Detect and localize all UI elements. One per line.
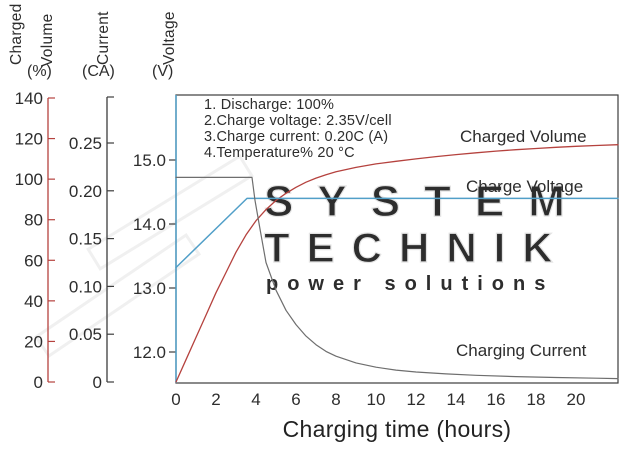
tick-label-x: 18 <box>527 390 546 409</box>
tick-label-voltage: 15.0 <box>133 151 166 170</box>
watermark-line-3: power solutions <box>266 273 554 295</box>
note-line-4: 4.Temperature% 20 °C <box>204 145 355 161</box>
tick-label-x: 8 <box>331 390 340 409</box>
tick-label-current: 0.05 <box>69 325 102 344</box>
tick-label-current: 0.25 <box>69 134 102 153</box>
watermark-line-2: TECHNIK <box>264 224 570 271</box>
tick-label-charged_volume: 140 <box>15 89 43 108</box>
curve-charge-voltage <box>175 197 619 269</box>
tick-label-voltage: 13.0 <box>133 279 166 298</box>
tick-label-current: 0.20 <box>69 182 102 201</box>
tick-label-charged_volume: 80 <box>24 211 43 230</box>
axis-x: 0 2 4 6 8 10 12 14 16 18 20 <box>171 390 585 409</box>
tick-label-x: 14 <box>447 390 466 409</box>
watermark-logo-inner <box>38 158 250 354</box>
tick-label-x: 12 <box>407 390 426 409</box>
x-axis-title: Charging time (hours) <box>282 416 512 442</box>
tick-label-voltage: 12.0 <box>133 343 166 362</box>
tick-label-x: 0 <box>171 390 180 409</box>
tick-label-x: 4 <box>251 390 260 409</box>
tick-label-current: 0.15 <box>69 230 102 249</box>
watermark: SYSTEM TECHNIK power solutions <box>33 154 589 359</box>
tick-label-charged_volume: 60 <box>24 251 43 270</box>
tick-label-charged_volume: 20 <box>24 332 43 351</box>
chart-notes: 1. Discharge: 100% 2.Charge voltage: 2.3… <box>204 97 392 161</box>
tick-label-x: 16 <box>487 390 506 409</box>
curve-label-charged-volume: Charged Volume <box>460 127 587 146</box>
watermark-line-1: SYSTEM <box>264 177 589 226</box>
tick-label-charged_volume: 0 <box>34 373 43 392</box>
curve-charging-current <box>175 176 619 380</box>
tick-label-x: 6 <box>291 390 300 409</box>
axis-charged_volume: 140 120 100 80 60 40 20 0 <box>15 89 55 392</box>
curve-charged-volume <box>175 144 619 383</box>
note-line-2: 2.Charge voltage: 2.35V/cell <box>204 113 392 129</box>
tick-label-x: 20 <box>567 390 586 409</box>
tick-label-voltage: 14.0 <box>133 215 166 234</box>
plot-frame <box>175 94 619 384</box>
curves-layer <box>175 144 619 383</box>
axes-layer: 1401201008060402000.250.200.150.100.0501… <box>15 89 619 409</box>
curve-label-charging-current: Charging Current <box>456 341 587 360</box>
curve-label-charge-voltage: Charge Voltage <box>466 177 584 196</box>
axis-voltage: 15.0 14.0 13.0 12.0 <box>133 151 176 362</box>
tick-label-x: 2 <box>211 390 220 409</box>
voltage-axis-unit: (V) <box>152 63 174 80</box>
note-line-1: 1. Discharge: 100% <box>204 97 335 113</box>
volume-axis-unit: (%) <box>27 63 52 80</box>
note-line-3: 3.Charge current: 0.20C (A) <box>204 129 389 145</box>
current-axis-unit: (CA) <box>82 63 115 80</box>
axis-current: 0.25 0.20 0.15 0.10 0.05 0 <box>69 96 114 392</box>
tick-label-charged_volume: 120 <box>15 130 43 149</box>
tick-label-charged_volume: 40 <box>24 292 43 311</box>
tick-label-current: 0 <box>93 373 102 392</box>
tick-label-charged_volume: 100 <box>15 170 43 189</box>
tick-label-current: 0.10 <box>69 277 102 296</box>
tick-label-x: 10 <box>367 390 386 409</box>
